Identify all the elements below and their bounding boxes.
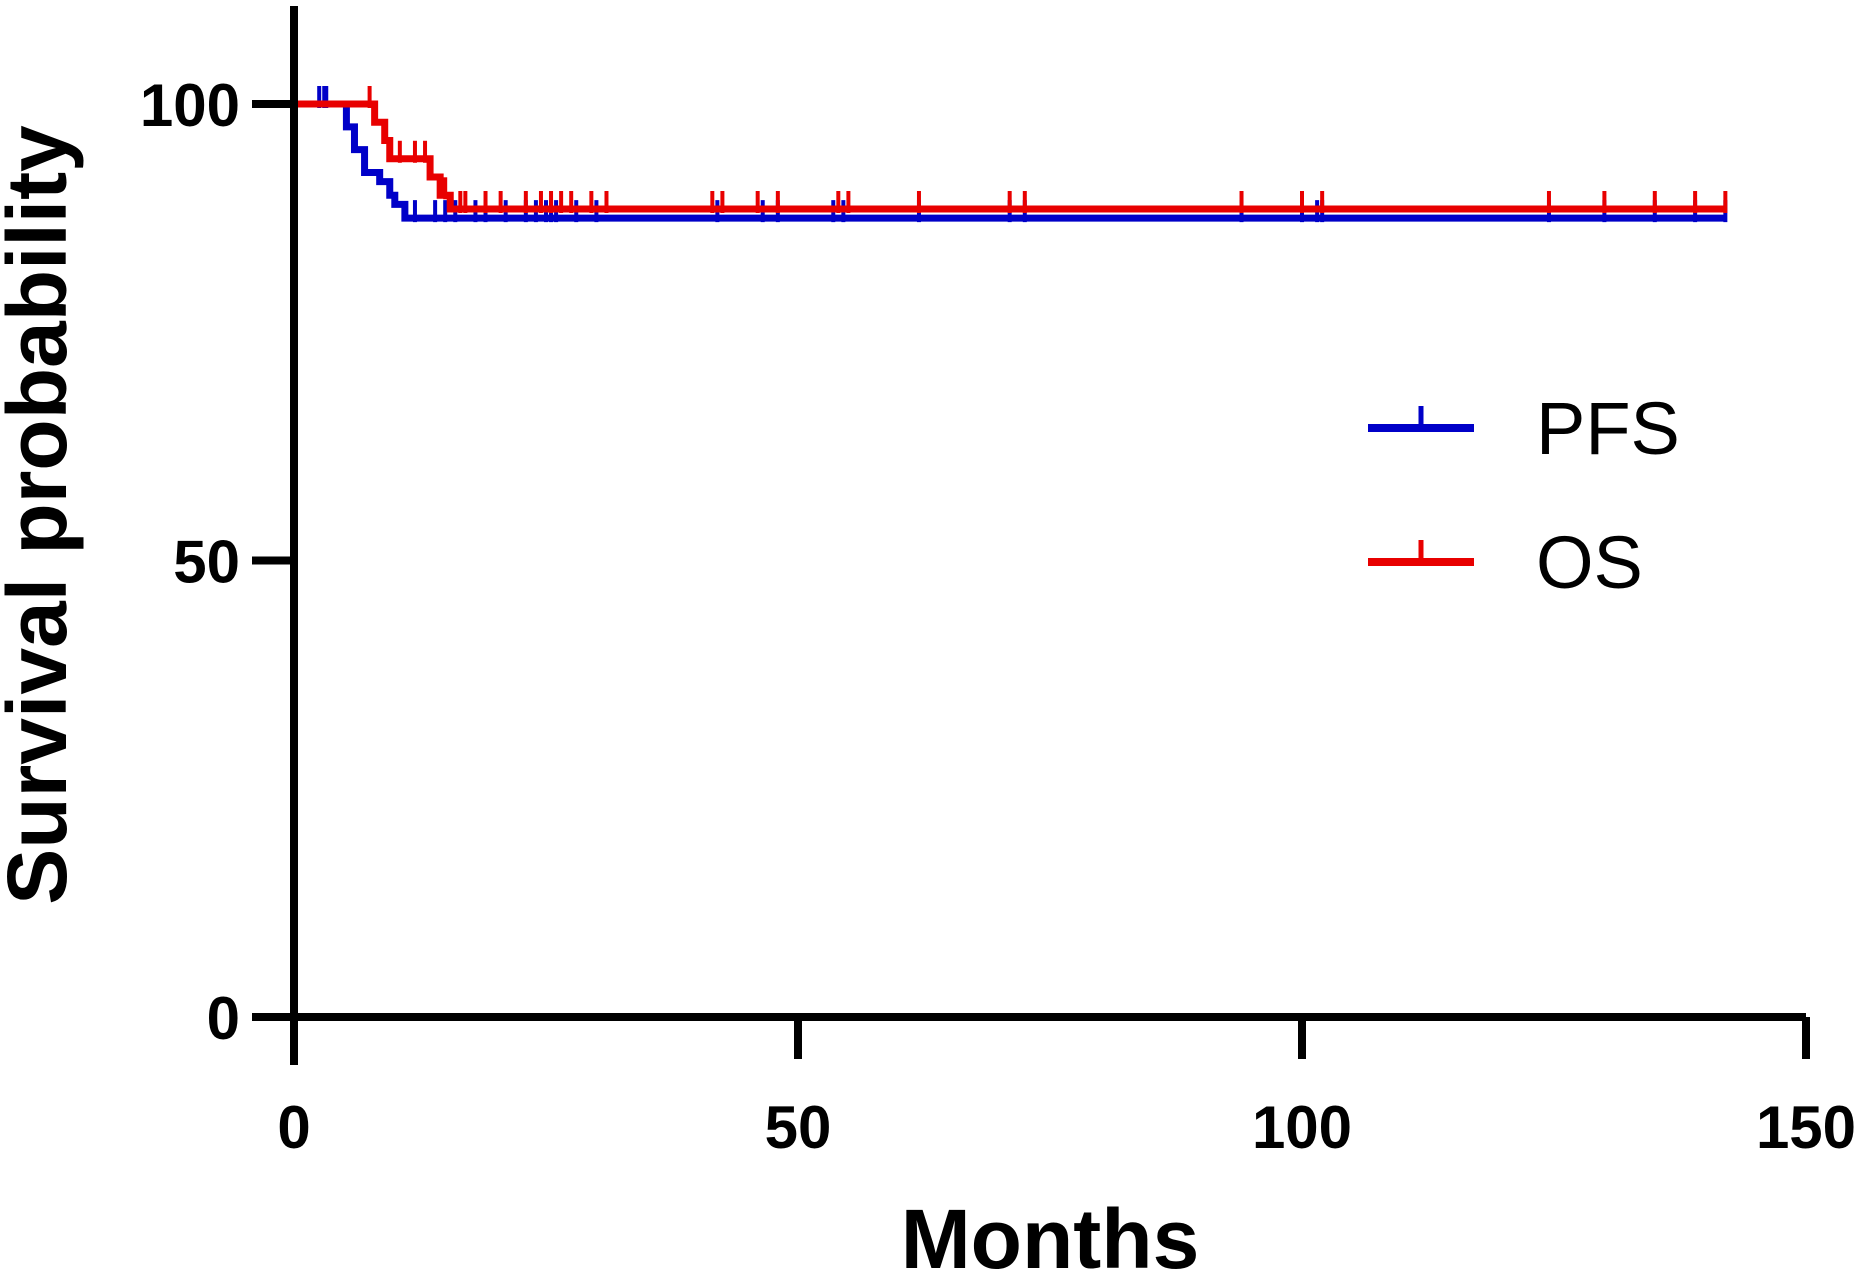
plot-series — [294, 86, 1728, 223]
y-tick-label: 50 — [173, 529, 240, 596]
legend-item-os: OS — [1368, 521, 1643, 604]
survival-curve-os — [294, 100, 1726, 213]
y-ticks: 0 50 100 — [140, 72, 294, 1052]
legend-label: OS — [1536, 521, 1643, 604]
legend-label: PFS — [1536, 387, 1680, 470]
x-ticks: 0 50 100 150 — [277, 1017, 1856, 1161]
legend: PFS OS — [1368, 387, 1680, 604]
legend-item-pfs: PFS — [1368, 387, 1680, 470]
y-tick-label: 100 — [140, 72, 240, 139]
x-tick-label: 150 — [1756, 1094, 1856, 1161]
y-tick-label: 0 — [207, 985, 240, 1052]
series-os — [294, 86, 1728, 213]
x-axis-title: Months — [901, 1192, 1200, 1279]
survival-curve-pfs — [294, 100, 1726, 222]
y-axis-title: Survival probability — [0, 125, 84, 905]
x-tick-label: 50 — [765, 1094, 832, 1161]
axes: 0 50 100 150 0 50 100 — [140, 6, 1856, 1161]
x-tick-label: 100 — [1252, 1094, 1352, 1161]
x-tick-label: 0 — [277, 1094, 310, 1161]
